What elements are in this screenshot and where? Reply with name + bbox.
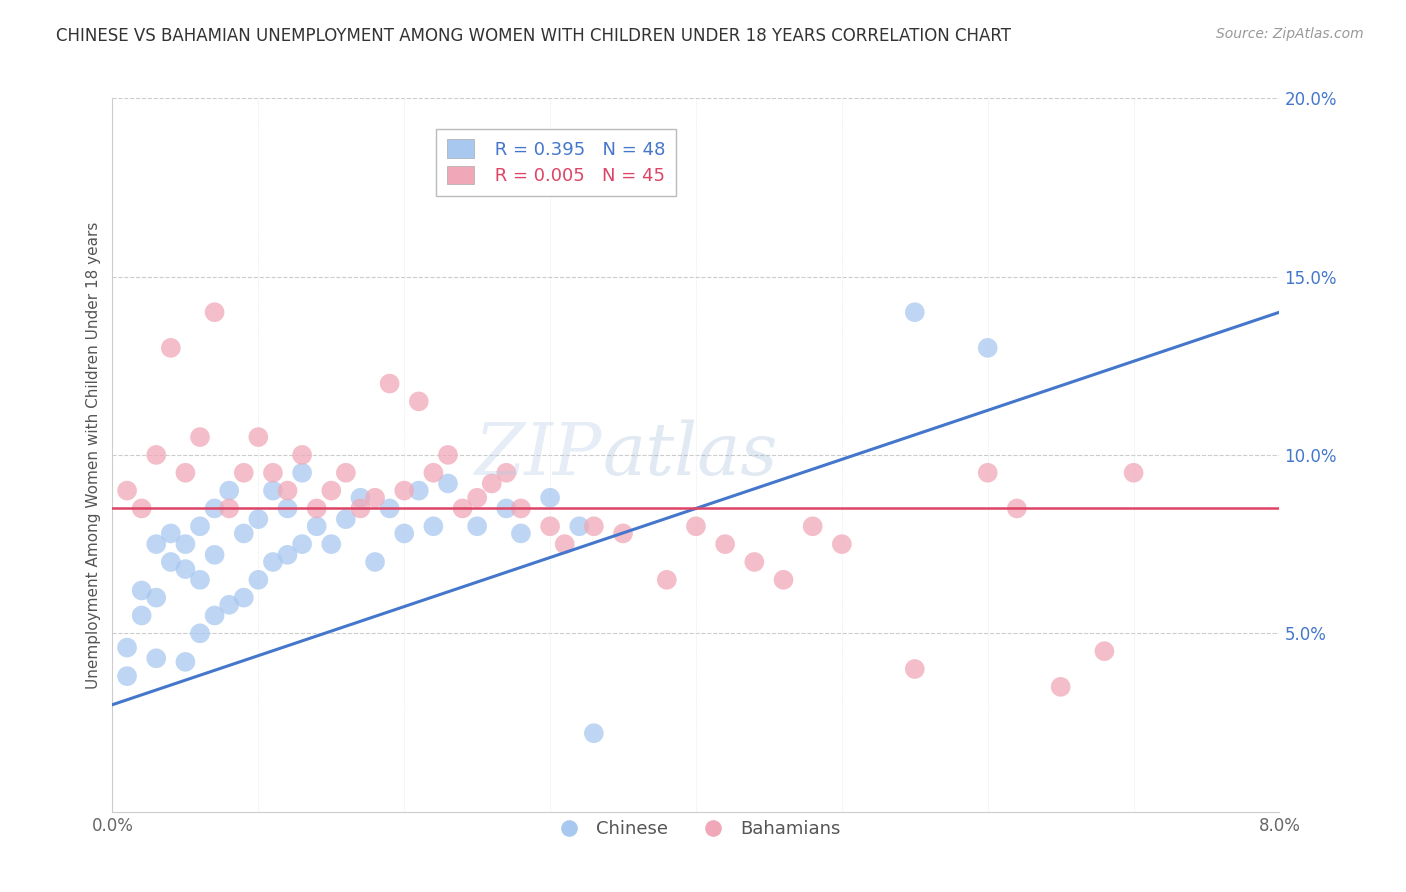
Point [582,726,605,740]
Point [364,555,387,569]
Point [247,430,270,444]
Point [422,466,444,480]
Point [1122,466,1144,480]
Point [481,476,503,491]
Point [394,483,416,498]
Point [218,501,240,516]
Point [188,573,211,587]
Point [1094,644,1116,658]
Text: Source: ZipAtlas.com: Source: ZipAtlas.com [1216,27,1364,41]
Point [495,501,517,516]
Point [437,448,460,462]
Point [465,519,488,533]
Point [276,501,298,516]
Point [904,662,927,676]
Point [160,526,183,541]
Point [1005,501,1028,516]
Point [422,519,444,533]
Point [218,483,240,498]
Point [495,466,517,480]
Point [349,491,371,505]
Point [335,466,357,480]
Point [612,526,634,541]
Point [247,573,270,587]
Point [976,341,998,355]
Point [291,448,314,462]
Point [538,491,561,505]
Point [131,608,153,623]
Point [145,537,167,551]
Point [276,483,298,498]
Point [262,466,284,480]
Point [262,555,284,569]
Point [378,501,401,516]
Point [131,583,153,598]
Point [394,526,416,541]
Point [145,591,167,605]
Point [188,626,211,640]
Point [115,483,138,498]
Point [1049,680,1071,694]
Point [772,573,794,587]
Point [714,537,737,551]
Point [160,555,183,569]
Point [904,305,927,319]
Point [188,430,211,444]
Point [451,501,474,516]
Point [831,537,853,551]
Point [204,501,226,516]
Point [174,562,197,576]
Point [582,519,605,533]
Point [115,669,138,683]
Point [305,501,328,516]
Point [509,526,531,541]
Point [554,537,576,551]
Point [801,519,824,533]
Point [174,655,197,669]
Point [174,466,197,480]
Point [538,519,561,533]
Point [204,305,226,319]
Point [145,448,167,462]
Point [408,483,430,498]
Point [218,598,240,612]
Point [291,466,314,480]
Point [232,466,254,480]
Point [204,608,226,623]
Point [160,341,183,355]
Point [509,501,531,516]
Point [232,526,254,541]
Point [291,537,314,551]
Point [145,651,167,665]
Point [465,491,488,505]
Point [262,483,284,498]
Point [378,376,401,391]
Point [204,548,226,562]
Point [742,555,765,569]
Point [174,537,197,551]
Point [115,640,138,655]
Point [976,466,998,480]
Text: CHINESE VS BAHAMIAN UNEMPLOYMENT AMONG WOMEN WITH CHILDREN UNDER 18 YEARS CORREL: CHINESE VS BAHAMIAN UNEMPLOYMENT AMONG W… [56,27,1011,45]
Point [685,519,707,533]
Point [335,512,357,526]
Point [568,519,591,533]
Y-axis label: Unemployment Among Women with Children Under 18 years: Unemployment Among Women with Children U… [86,221,101,689]
Point [349,501,371,516]
Legend: Chinese, Bahamians: Chinese, Bahamians [544,814,848,846]
Text: ZIP: ZIP [475,419,603,491]
Point [131,501,153,516]
Point [655,573,678,587]
Point [276,548,298,562]
Point [408,394,430,409]
Text: atlas: atlas [603,419,778,491]
Point [364,491,387,505]
Point [321,483,343,498]
Point [437,476,460,491]
Point [188,519,211,533]
Point [247,512,270,526]
Point [321,537,343,551]
Point [232,591,254,605]
Point [305,519,328,533]
